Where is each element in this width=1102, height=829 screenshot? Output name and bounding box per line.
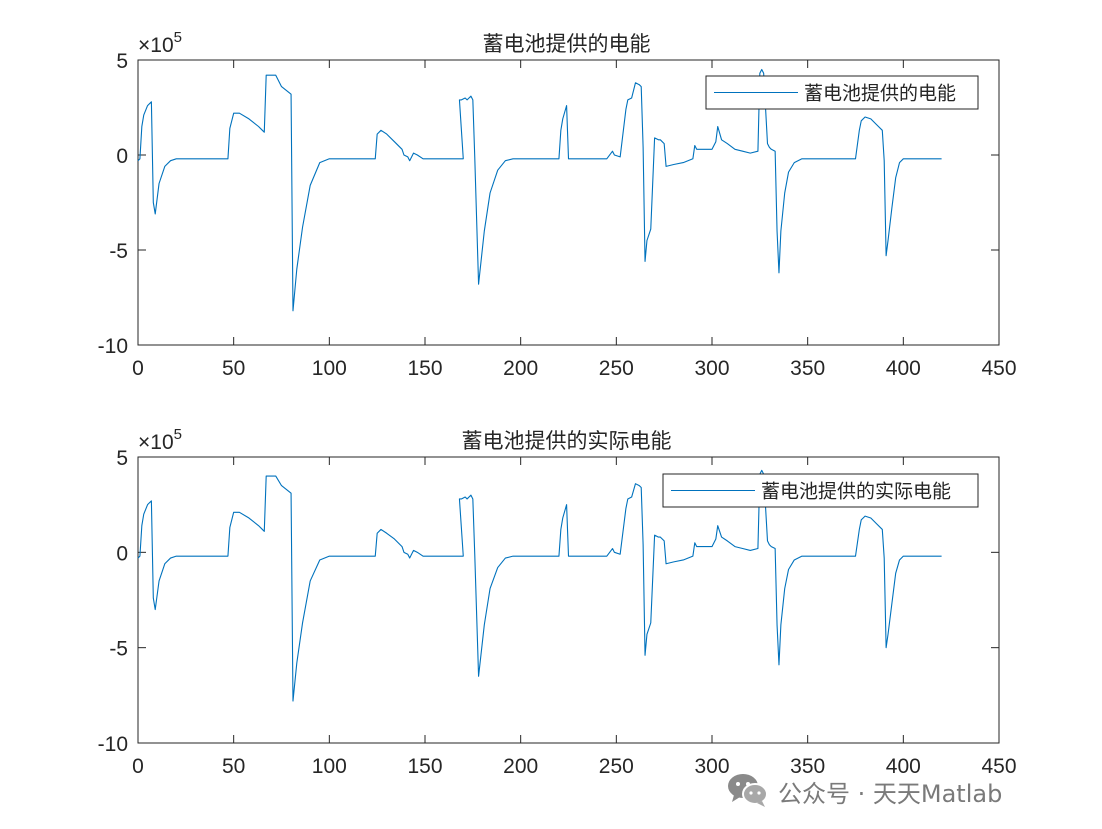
legend: 蓄电池提供的电能 <box>705 75 979 110</box>
x-tick-label: 300 <box>694 357 729 380</box>
x-tick-label: 250 <box>599 357 634 380</box>
axes-box <box>137 456 1000 744</box>
y-tick-label: -5 <box>109 240 128 263</box>
x-tick-label: 100 <box>312 357 347 380</box>
y-exponent-label: ×105 <box>138 426 182 454</box>
x-tick-label: 200 <box>503 755 538 778</box>
x-tick-label: 0 <box>132 357 144 380</box>
chart-title: 蓄电池提供的电能 <box>483 32 651 56</box>
x-tick-label: 400 <box>886 357 921 380</box>
y-tick-label: 5 <box>116 447 128 470</box>
wechat-icon <box>728 774 768 807</box>
legend: 蓄电池提供的实际电能 <box>662 473 979 508</box>
x-tick-label: 0 <box>132 755 144 778</box>
y-exponent-label: ×105 <box>138 29 182 57</box>
x-tick-label: 450 <box>981 357 1016 380</box>
legend-label: 蓄电池提供的实际电能 <box>761 481 951 503</box>
chart-title: 蓄电池提供的实际电能 <box>462 429 672 453</box>
x-tick-label: 100 <box>312 755 347 778</box>
legend-label: 蓄电池提供的电能 <box>804 83 956 105</box>
x-tick-label: 400 <box>886 755 921 778</box>
x-tick-label: 250 <box>599 755 634 778</box>
chart-panel-2: 0 50 100 150 200 250 300 350 400 450 -10 -5 0 5 ×105 蓄电… <box>98 426 1017 778</box>
watermark-text: 公众号 · 天天Matlab <box>778 780 1003 808</box>
y-tick-label: -10 <box>98 733 128 756</box>
x-tick-label: 350 <box>790 357 825 380</box>
y-tick-label: 5 <box>116 50 128 73</box>
series-line <box>137 469 942 702</box>
series-line <box>137 68 942 312</box>
x-tick-label: 50 <box>222 357 245 380</box>
x-tick-label: 50 <box>222 755 245 778</box>
x-tick-label: 450 <box>981 755 1016 778</box>
watermark: 公众号 · 天天Matlab <box>726 768 1086 810</box>
x-tick-label: 300 <box>694 755 729 778</box>
x-tick-label: 150 <box>407 357 442 380</box>
chart-panel-1: 0 50 100 150 200 250 300 350 400 450 -10 -5 0 5 ×105 蓄电… <box>98 29 1017 380</box>
y-tick-label: -10 <box>98 335 128 358</box>
y-tick-label: 0 <box>116 145 128 168</box>
axes-box <box>137 59 1000 346</box>
x-tick-label: 350 <box>790 755 825 778</box>
x-tick-label: 200 <box>503 357 538 380</box>
y-tick-label: -5 <box>109 638 128 661</box>
y-tick-label: 0 <box>116 542 128 565</box>
x-tick-label: 150 <box>407 755 442 778</box>
